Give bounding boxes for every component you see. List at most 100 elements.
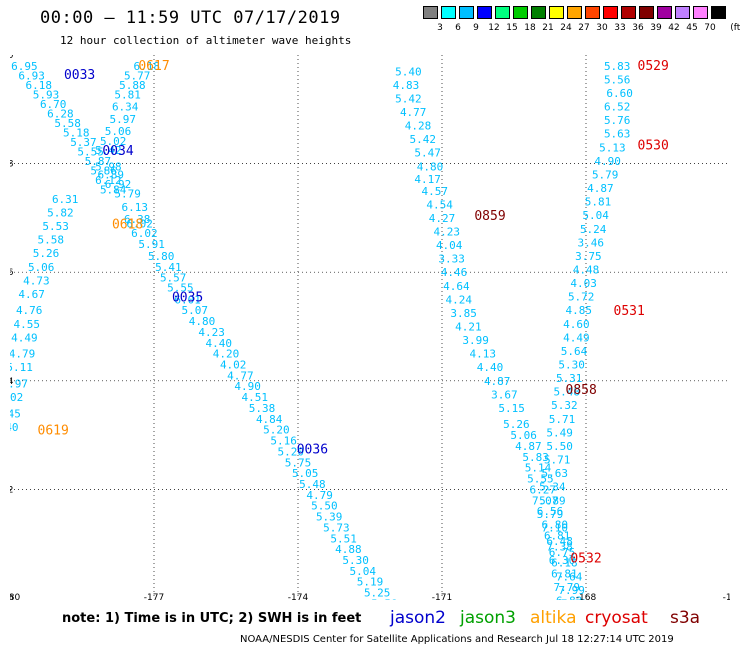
wave-height-value: 6.30 (549, 554, 576, 567)
wave-height-value: 5.32 (551, 399, 578, 412)
wave-height-value: 5.73 (323, 521, 350, 534)
x-tick-label: -174 (288, 593, 309, 600)
wave-height-value: 6.80 (542, 519, 569, 532)
color-scale-swatch (477, 6, 492, 19)
wave-height-value: 4.80 (417, 160, 444, 173)
wave-height-value: 5.91 (138, 238, 165, 251)
wave-height-value: 3.85 (450, 307, 477, 320)
color-scale-swatch (675, 6, 690, 19)
wave-height-value: 5.04 (350, 565, 377, 578)
wave-height-value: 5.07 (182, 304, 209, 317)
wave-height-value: 4.03 (570, 277, 597, 290)
wave-height-value: 6.13 (122, 201, 149, 214)
wave-height-value: 6.02 (131, 227, 158, 240)
wave-height-value: 4.17 (414, 173, 441, 186)
wave-height-value: 5.63 (542, 467, 569, 480)
x-tick-label: -180 (10, 593, 20, 600)
wave-height-value: 5.53 (42, 220, 69, 233)
wave-height-value: 5.79 (114, 187, 141, 200)
wave-height-value: 6.02 (126, 217, 153, 230)
wave-height-value: 6.31 (52, 193, 79, 206)
mission-legend-s3a: s3a (670, 608, 701, 628)
wave-height-value: 5.98 (95, 160, 122, 173)
wave-height-value: 7.10 (542, 521, 569, 534)
footer-note: note: 1) Time is in UTC; 2) SWH is in fe… (62, 611, 362, 626)
wave-height-value: 6.81 (544, 530, 571, 543)
wave-height-value: 5.30 (558, 359, 585, 372)
wave-height-value: 4.28 (405, 120, 432, 133)
color-scale-label: 21 (542, 23, 554, 33)
wave-height-value: 4.23 (434, 225, 461, 238)
wave-height-value: 5.51 (330, 532, 357, 545)
wave-height-value: 5.30 (342, 554, 369, 567)
wave-height-value: 5.89 (539, 494, 566, 507)
wave-height-value: 4.20 (213, 348, 240, 361)
wave-height-value: 6.12 (95, 174, 122, 187)
wave-height-value: 5.34 (539, 481, 566, 494)
wave-height-value: 6.18 (26, 79, 53, 92)
wave-height-value: 5.83 (604, 60, 631, 73)
color-scale-swatch (459, 6, 474, 19)
wave-height-value: 7.99 (558, 584, 585, 597)
wave-height-value: 4.13 (470, 348, 497, 361)
wave-height-value: 5.49 (546, 426, 573, 439)
wave-height-value: 5.42 (410, 133, 437, 146)
wave-height-value: 4.23 (198, 326, 225, 339)
color-scale-swatch (549, 6, 564, 19)
pass-time-label: 0530 (638, 139, 669, 154)
wave-height-value: 6.81 (551, 568, 578, 581)
wave-height-value: 5.15 (498, 402, 525, 415)
wave-height-value: 5.20 (278, 445, 305, 458)
wave-height-value: 5.50 (311, 500, 338, 513)
wave-height-value: 5.48 (299, 478, 326, 491)
wave-height-value: 5.39 (316, 511, 343, 524)
wave-height-value: 4.57 (422, 185, 449, 198)
wave-height-value: 4.77 (400, 106, 427, 119)
mission-legend-cryosat: cryosat (585, 608, 648, 628)
wave-height-value: 6.93 (18, 70, 45, 83)
x-tick-label: -171 (432, 593, 452, 600)
wave-height-value: 5.71 (549, 413, 576, 426)
wave-height-value: 5.48 (554, 386, 581, 399)
wave-height-value: 5.63 (604, 128, 631, 141)
color-scale-label: 9 (473, 23, 479, 33)
wave-height-value: 5.81 (585, 196, 612, 209)
wave-height-value: 4.80 (189, 315, 216, 328)
wave-height-value: 5.86 (90, 165, 117, 178)
wave-height-value: 4.40 (206, 337, 233, 350)
pass-time-label: 0529 (638, 59, 669, 74)
wave-height-value: 3.46 (578, 236, 605, 249)
wave-height-value: 4.97 (10, 378, 28, 391)
pass-time-label: 0617 (138, 59, 169, 74)
wave-height-value: 4.51 (242, 391, 269, 404)
color-scale-label: 70 (704, 23, 716, 33)
color-scale-label: 15 (506, 23, 518, 33)
wave-height-value: 5.37 (70, 136, 97, 149)
wave-height-value: 5.79 (592, 168, 619, 181)
wave-height-value: 5.13 (599, 141, 626, 154)
pass-time-label: 0531 (614, 304, 645, 319)
wave-height-value: 5.18 (63, 127, 90, 140)
color-scale-label: 33 (614, 23, 626, 33)
wave-height-value: 6.27 (530, 483, 557, 496)
wave-height-value: 5.79 (537, 508, 564, 521)
wave-height-value: 6.70 (40, 98, 67, 111)
wave-height-value: 4.84 (256, 413, 283, 426)
wave-height-value: 5.02 (100, 135, 127, 148)
wave-height-value: 5.58 (54, 117, 81, 130)
wave-height-value: 7.07 (532, 494, 559, 507)
wave-height-value: 3.33 (438, 253, 465, 266)
wave-height-value: 4.87 (587, 182, 614, 195)
wave-height-value: 5.11 (10, 361, 33, 374)
color-scale-label: 27 (578, 23, 590, 33)
wave-height-value: 5.50 (546, 440, 573, 453)
color-scale-swatch (603, 6, 618, 19)
wave-height-value: 5.55 (527, 473, 554, 486)
wave-height-value: 5.58 (38, 234, 65, 247)
wave-height-value: 5.77 (124, 70, 151, 83)
wave-height-value: 6.18 (134, 60, 161, 73)
wave-height-value: 4.60 (563, 318, 590, 331)
wave-height-value: 5.64 (561, 345, 588, 358)
wave-height-value: 5.14 (525, 462, 552, 475)
